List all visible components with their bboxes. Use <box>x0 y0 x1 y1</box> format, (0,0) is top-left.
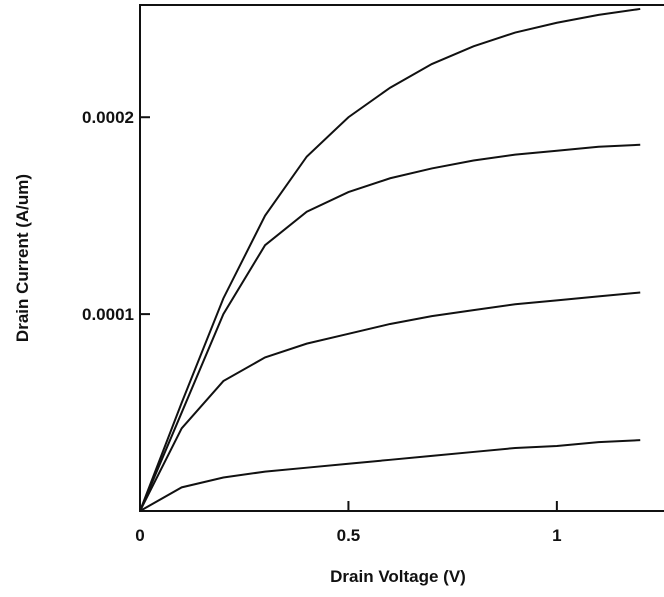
x-tick-label: 0 <box>135 526 144 545</box>
x-tick-label: 0.5 <box>337 526 361 545</box>
curve <box>139 439 641 512</box>
curve <box>139 291 641 512</box>
y-tick-label: 0.0002 <box>82 108 134 127</box>
y-axis-title: Drain Current (A/um) <box>13 174 32 342</box>
curve <box>139 7 641 512</box>
y-tick-label: 0.0001 <box>82 305 134 324</box>
x-axis-title: Drain Voltage (V) <box>330 567 466 586</box>
plot-frame <box>139 4 664 512</box>
x-tick-label: 1 <box>552 526 561 545</box>
curve <box>139 143 641 512</box>
